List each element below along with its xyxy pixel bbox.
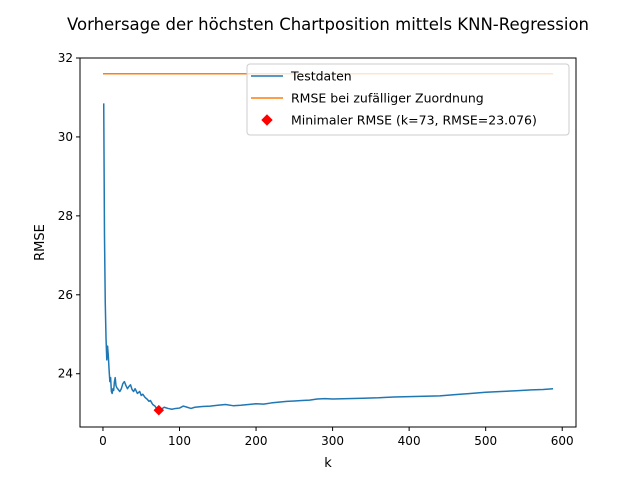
legend: Testdaten RMSE bei zufälliger Zuordnung Mi…: [246, 63, 570, 136]
x-tick-label: 600: [551, 434, 574, 448]
x-tick-label: 400: [398, 434, 421, 448]
x-tick-label: 100: [168, 434, 191, 448]
y-tick-label: 28: [58, 209, 73, 223]
y-tick-label: 24: [58, 367, 73, 381]
axes-frame: [79, 57, 577, 428]
x-tick-label: 300: [321, 434, 344, 448]
legend-box: [246, 63, 570, 136]
x-tick-label: 0: [99, 434, 107, 448]
min-point-marker: [153, 404, 165, 416]
x-axis: 0 100 200 300 400 500 600: [99, 427, 574, 448]
legend-label-2: Minimaler RMSE (k=73, RMSE=23.076): [291, 113, 537, 128]
x-axis-label: k: [324, 456, 332, 471]
legend-swatch-2: [261, 114, 273, 126]
chart-title: Vorhersage der höchsten Chartposition mi…: [67, 15, 589, 34]
x-tick-label: 500: [474, 434, 497, 448]
legend-label-0: Testdaten: [290, 69, 352, 84]
y-tick-label: 30: [58, 130, 73, 144]
y-axis: 24 26 28 30 32: [58, 51, 80, 381]
y-tick-label: 26: [58, 288, 73, 302]
y-axis-label: RMSE: [33, 224, 48, 261]
x-tick-label: 200: [245, 434, 268, 448]
y-tick-label: 32: [58, 51, 73, 65]
legend-label-1: RMSE bei zufälliger Zuordnung: [291, 91, 484, 106]
